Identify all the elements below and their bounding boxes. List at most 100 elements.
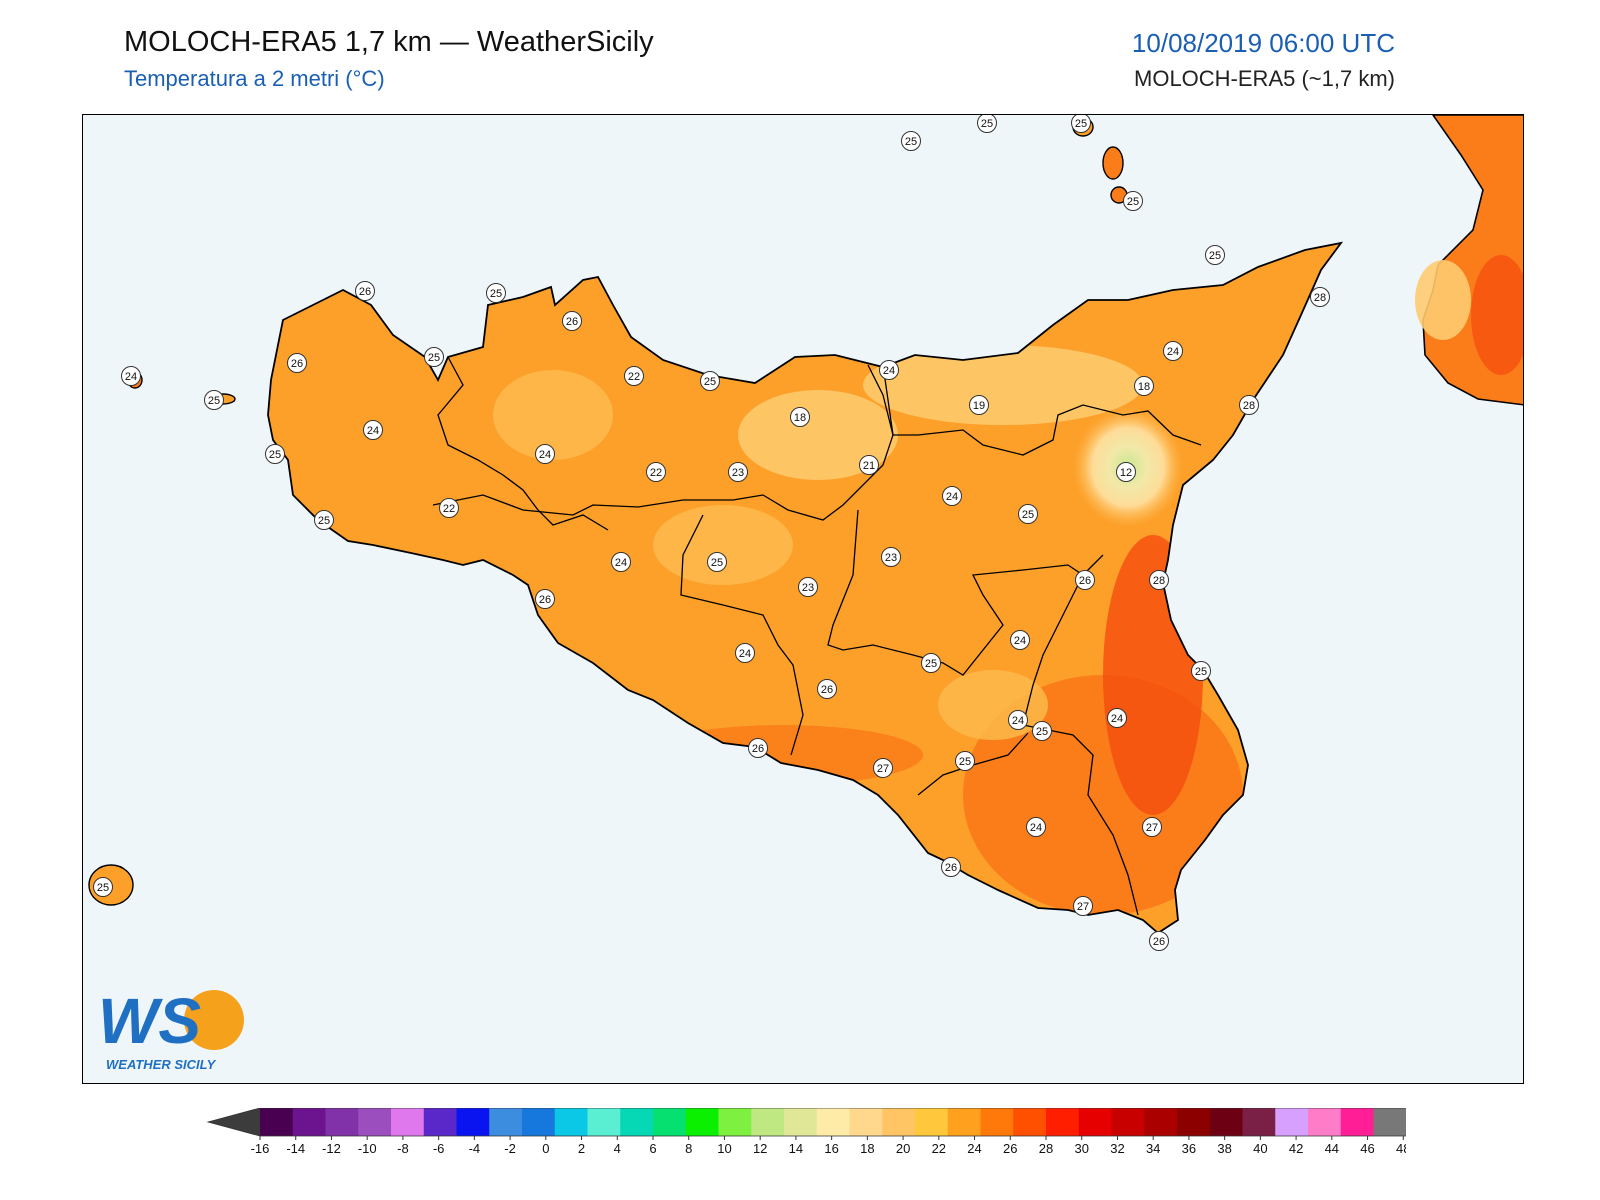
station-marker	[486, 283, 506, 303]
station-marker	[355, 281, 375, 301]
calabria-warm-core	[1471, 255, 1523, 375]
station-value: 24	[1030, 822, 1042, 834]
colorbar-tick-label: 18	[860, 1141, 874, 1156]
colorbar-tick-label: 24	[967, 1141, 981, 1156]
station-value: 26	[1079, 575, 1091, 587]
station-label: 25	[265, 444, 285, 464]
station-marker	[728, 462, 748, 482]
colorbar-tick-label: 40	[1253, 1141, 1267, 1156]
colorbar-swatch	[751, 1108, 785, 1136]
station-value: 24	[125, 371, 137, 383]
colorbar-swatch	[1111, 1108, 1145, 1136]
station-value: 23	[802, 582, 814, 594]
colorbar-tick-label: 28	[1039, 1141, 1053, 1156]
forecast-datetime: 10/08/2019 06:00 UTC	[1131, 28, 1395, 58]
map-panel: 25 25 25 25 25 26 25 26 25 28 24 26 25 24 22 25 24 18 19 18…	[82, 114, 1524, 1084]
station-marker	[646, 462, 666, 482]
station-marker	[611, 552, 631, 572]
station-value: 25	[704, 376, 716, 388]
station-marker	[1123, 191, 1143, 211]
colorbar-swatch	[1046, 1108, 1080, 1136]
station-value: 26	[752, 743, 764, 755]
station-marker	[901, 131, 921, 151]
colorbar-tick-label: 4	[614, 1141, 621, 1156]
station-value: 26	[945, 862, 957, 874]
station-value: 25	[925, 658, 937, 670]
colorbar-swatch	[947, 1108, 981, 1136]
station-marker	[535, 589, 555, 609]
station-marker	[562, 311, 582, 331]
colorbar-tick-label: -2	[504, 1141, 516, 1156]
colorbar-swatch	[423, 1108, 457, 1136]
station-value: 24	[367, 425, 379, 437]
colorbar-swatch	[1308, 1108, 1342, 1136]
station-marker	[1163, 341, 1183, 361]
station-value: 28	[1314, 292, 1326, 304]
colorbar-tick-label: 46	[1360, 1141, 1374, 1156]
colorbar-swatch	[1209, 1108, 1243, 1136]
station-value: 25	[428, 352, 440, 364]
station-marker	[1071, 115, 1091, 133]
station-label: 23	[798, 577, 818, 597]
station-label: 25	[707, 552, 727, 572]
station-label: 26	[1075, 570, 1095, 590]
station-value: 25	[1209, 250, 1221, 262]
station-label: 23	[728, 462, 748, 482]
station-label: 18	[1134, 376, 1154, 396]
colorbar-tick-label: -6	[433, 1141, 445, 1156]
station-marker	[969, 395, 989, 415]
border-trapani-palermo	[437, 356, 609, 531]
station-marker	[873, 758, 893, 778]
colorbar-tick-label: 48	[1396, 1141, 1406, 1156]
station-value: 28	[1153, 575, 1165, 587]
colorbar-tick-label: 32	[1110, 1141, 1124, 1156]
station-label: 25	[1071, 115, 1091, 133]
station-value: 28	[1243, 400, 1255, 412]
station-label: 21	[859, 455, 879, 475]
colorbar-swatch	[1078, 1108, 1112, 1136]
station-value: 25	[1195, 666, 1207, 678]
station-value: 22	[443, 503, 455, 515]
cool-zone-west	[493, 370, 613, 460]
colorbar-swatch	[1340, 1108, 1374, 1136]
station-label: 25	[901, 131, 921, 151]
colorbar-swatch	[849, 1108, 883, 1136]
island-lipari	[1102, 146, 1124, 180]
station-marker	[1010, 630, 1030, 650]
station-value: 25	[318, 515, 330, 527]
station-value: 25	[208, 395, 220, 407]
station-label: 12	[1116, 462, 1136, 482]
colorbar-swatch	[620, 1108, 654, 1136]
station-marker	[1142, 817, 1162, 837]
station-marker	[1116, 462, 1136, 482]
station-label: 26	[562, 311, 582, 331]
station-label: 25	[1032, 721, 1052, 741]
station-marker	[1205, 245, 1225, 265]
station-label: 26	[941, 857, 961, 877]
colorbar-swatch	[587, 1108, 621, 1136]
cool-zone-madonie	[738, 390, 898, 480]
border-messina	[882, 364, 1202, 456]
station-value: 26	[1153, 936, 1165, 948]
colorbar-tick-label: 12	[753, 1141, 767, 1156]
station-marker	[859, 455, 879, 475]
station-marker	[707, 552, 727, 572]
colorbar-swatch	[653, 1108, 687, 1136]
station-label: 26	[535, 589, 555, 609]
colorbar-swatch	[260, 1108, 294, 1136]
colorbar-tick-label: 10	[717, 1141, 731, 1156]
colorbar-tick-label: 36	[1182, 1141, 1196, 1156]
station-label: 25	[921, 653, 941, 673]
station-label: 26	[287, 353, 307, 373]
station-label: 25	[1123, 191, 1143, 211]
station-value: 18	[794, 412, 806, 424]
colorbar-tick-label: 16	[824, 1141, 838, 1156]
colorbar-tick-label: 14	[789, 1141, 803, 1156]
station-value: 25	[711, 557, 723, 569]
station-label: 28	[1239, 395, 1259, 415]
cool-zone-iblei	[938, 670, 1048, 740]
colorbar-tick-label: -8	[397, 1141, 409, 1156]
map-subtitle: Temperatura a 2 metri (°C)	[124, 66, 385, 91]
station-marker	[748, 738, 768, 758]
station-label: 27	[1142, 817, 1162, 837]
